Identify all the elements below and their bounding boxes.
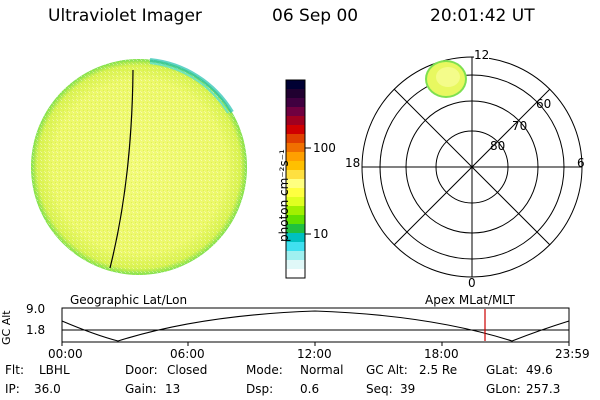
colorbar-band (286, 107, 305, 117)
timeline-frame (61, 307, 570, 343)
status-key: IP: (5, 382, 20, 396)
status-key: GC Alt: (366, 363, 408, 377)
colorbar-band (286, 152, 305, 162)
status-key: Flt: (5, 363, 24, 377)
y-tick-1-8: 1.8 (26, 323, 46, 337)
mlt-label-12: 12 (474, 48, 490, 62)
time-label: 20:01:42 UT (430, 6, 535, 26)
x-tick-0000: 00:00 (48, 347, 83, 361)
apex-label: Apex MLat/MLT (425, 293, 515, 307)
colorbar-band (286, 89, 305, 99)
colorbar-band (286, 188, 305, 198)
status-value: 2.5 Re (419, 363, 458, 377)
status-key: GLon: (486, 382, 521, 396)
status-key: Mode: (246, 363, 283, 377)
x-tick-1200: 12:00 (297, 347, 332, 361)
status-key: GLat: (486, 363, 519, 377)
lat-label-70: 70 (512, 119, 528, 133)
geographic-label: Geographic Lat/Lon (70, 293, 188, 307)
colorbar-band (286, 260, 305, 270)
colorbar-tick-10: 10 (313, 227, 329, 241)
status-value: 36.0 (34, 382, 61, 396)
colorbar-band (286, 215, 305, 225)
colorbar-band (286, 98, 305, 108)
colorbar-band (286, 269, 305, 279)
colorbar-band (286, 170, 305, 180)
colorbar-band (286, 197, 305, 207)
colorbar-band (286, 134, 305, 144)
status-value: 257.3 (526, 382, 561, 396)
auroral-blob (425, 60, 467, 98)
colorbar-band (286, 161, 305, 171)
mlt-label-6: 6 (577, 156, 585, 170)
status-value: 13 (165, 382, 181, 396)
status-value: Closed (167, 363, 208, 377)
colorbar-band (286, 251, 305, 261)
colorbar-band (286, 224, 305, 234)
meridian-line (109, 69, 134, 269)
status-value: 0.6 (300, 382, 320, 396)
colorbar-band (286, 179, 305, 189)
instrument-title: Ultraviolet Imager (48, 6, 202, 26)
status-value: LBHL (39, 363, 70, 377)
x-tick-2359: 23:59 (555, 347, 590, 361)
x-tick-1800: 18:00 (424, 347, 459, 361)
colorbar-band (286, 143, 305, 153)
y-tick-9: 9.0 (26, 302, 46, 316)
status-key: Seq: (366, 382, 393, 396)
colorbar-band (286, 242, 305, 252)
status-key: Dsp: (246, 382, 274, 396)
auroral-rim (149, 58, 234, 114)
colorbar-band (286, 233, 305, 243)
altitude-curve (61, 310, 570, 342)
lat-label-80: 80 (490, 139, 506, 153)
mlt-label-0: 0 (468, 276, 476, 290)
date-label: 06 Sep 00 (272, 6, 359, 26)
colorbar-band (286, 206, 305, 216)
colorbar-tick-100: 100 (313, 141, 336, 155)
x-tick-0600: 06:00 (170, 347, 205, 361)
colorbar-band (286, 125, 305, 135)
lat-label-60: 60 (536, 97, 552, 111)
colorbar-band (286, 80, 305, 90)
colorbar-band (286, 116, 305, 126)
status-value: 49.6 (526, 363, 553, 377)
status-key: Door: (125, 363, 158, 377)
status-value: Normal (300, 363, 344, 377)
status-value: 39 (400, 382, 416, 396)
mlt-label-18: 18 (345, 156, 361, 170)
status-key: Gain: (125, 382, 157, 396)
